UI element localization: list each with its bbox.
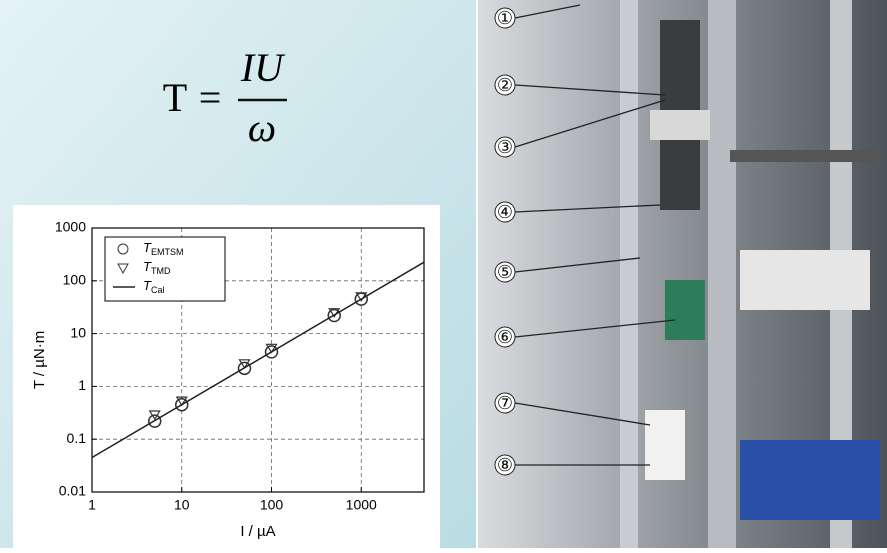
formula-lhs: T bbox=[163, 75, 187, 120]
photo bbox=[478, 0, 887, 548]
device-box bbox=[740, 250, 870, 310]
instrument-part bbox=[650, 110, 710, 140]
photo-label: ⑧ bbox=[497, 455, 513, 475]
x-tick-label: 100 bbox=[260, 497, 284, 513]
slide-canvas: T = IU ω 1 10 100 1000 0.01 0.1 1 10 100 1000 I / … bbox=[0, 0, 887, 548]
y-tick-label: 1 bbox=[78, 377, 86, 393]
formula-numerator: IU bbox=[240, 45, 286, 90]
x-tick-label: 10 bbox=[174, 497, 190, 513]
photo-label: ② bbox=[497, 75, 513, 95]
shelf bbox=[730, 150, 880, 162]
photo-label: ⑥ bbox=[497, 327, 513, 347]
y-tick-label: 1000 bbox=[55, 219, 86, 235]
y-tick-label: 0.01 bbox=[59, 483, 86, 499]
formula-equals: = bbox=[199, 75, 222, 120]
y-axis-label: T / µN·m bbox=[31, 331, 48, 389]
photo-label: ④ bbox=[497, 202, 513, 222]
x-tick-label: 1 bbox=[88, 497, 96, 513]
y-tick-label: 100 bbox=[63, 272, 87, 288]
photo-label: ⑦ bbox=[497, 393, 513, 413]
legend-symbol bbox=[118, 244, 128, 254]
y-tick-label: 0.1 bbox=[67, 430, 87, 446]
formula-denominator: ω bbox=[248, 105, 276, 150]
photo-label: ① bbox=[497, 8, 513, 28]
x-tick-label: 1000 bbox=[346, 497, 377, 513]
x-axis-label: I / µA bbox=[240, 523, 275, 540]
frame-post bbox=[620, 0, 638, 548]
blue-crate bbox=[740, 440, 880, 520]
photo-label: ③ bbox=[497, 137, 513, 157]
y-tick-label: 10 bbox=[70, 324, 86, 340]
photo-label: ⑤ bbox=[497, 262, 513, 282]
circuit-board bbox=[665, 280, 705, 340]
frame-post bbox=[708, 0, 736, 548]
white-block bbox=[645, 410, 685, 480]
slide: T = IU ω 1 10 100 1000 0.01 0.1 1 10 100 1000 I / … bbox=[0, 0, 887, 548]
